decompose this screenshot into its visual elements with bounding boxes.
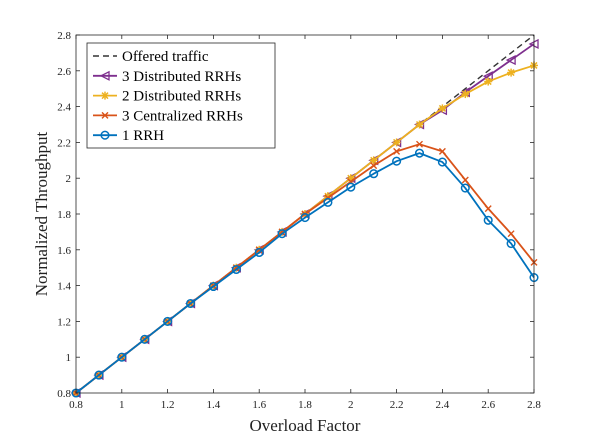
- data-point: [393, 147, 401, 155]
- data-point: [117, 352, 127, 362]
- x-stroke: [461, 176, 469, 184]
- x-tick-label: 2.2: [390, 399, 404, 411]
- data-point: [94, 370, 104, 380]
- legend-entry: 3 Centralized RRHs: [93, 108, 243, 124]
- y-tick-label: 0.8: [57, 388, 71, 400]
- data-point: [254, 247, 264, 258]
- data-point: [163, 316, 173, 326]
- data-point: [140, 334, 150, 344]
- data-point: [414, 148, 425, 158]
- data-point: [392, 138, 401, 147]
- y-tick-label: 1.2: [57, 316, 71, 328]
- data-point: [370, 162, 378, 170]
- x-stroke: [507, 230, 515, 238]
- x-stroke: [484, 205, 492, 213]
- legend-box: [86, 42, 276, 149]
- star-stroke: [370, 156, 378, 164]
- x-stroke: [393, 147, 401, 155]
- data-point: [415, 120, 424, 129]
- data-point: [460, 183, 470, 193]
- x-tick-label: 1.8: [298, 399, 312, 411]
- x-stroke: [255, 246, 263, 254]
- legend-entry: 3 Distributed RRHs: [93, 69, 241, 85]
- star-stroke: [101, 92, 109, 100]
- star-stroke: [415, 120, 424, 129]
- legend-entry: Offered traffic: [93, 49, 209, 65]
- data-point: [438, 147, 446, 155]
- x-tick-label: 0.8: [69, 399, 83, 411]
- series-layer: [70, 34, 539, 399]
- y-tick-label: 2.4: [57, 102, 71, 114]
- x-tick-label: 1.2: [161, 399, 175, 411]
- star-stroke: [438, 104, 446, 112]
- star-stroke: [393, 138, 401, 146]
- x-stroke: [438, 147, 446, 155]
- data-point: [484, 205, 492, 213]
- legend-marker: [100, 130, 110, 140]
- data-point: [437, 157, 447, 167]
- data-point: [505, 55, 516, 66]
- y-tick-label: 2.8: [57, 30, 71, 42]
- legend-marker: [101, 91, 109, 100]
- x-tick-label: 1: [119, 399, 125, 411]
- legend-marker: [101, 111, 109, 119]
- data-point: [208, 281, 218, 292]
- data-point: [461, 90, 470, 99]
- legend-label: 3 Distributed RRHs: [122, 69, 241, 85]
- x-tick-label: 1.6: [252, 399, 266, 411]
- data-point: [416, 140, 423, 148]
- data-point: [300, 213, 310, 223]
- star-stroke: [324, 192, 332, 200]
- y-axis-label: Normalized Throughput: [32, 132, 51, 297]
- data-point: [483, 215, 493, 225]
- x-tick-label: 2.6: [481, 399, 495, 411]
- y-tick-label: 2: [66, 173, 72, 185]
- legend-label: 3 Centralized RRHs: [122, 108, 243, 124]
- x-tick-label: 2: [348, 399, 354, 411]
- legend-label: Offered traffic: [122, 49, 209, 65]
- x-tick-label: 2.8: [527, 399, 541, 411]
- legend-entry: 1 RRH: [93, 128, 164, 144]
- data-point: [323, 197, 333, 207]
- data-point: [185, 298, 196, 309]
- data-point: [507, 68, 516, 77]
- data-point: [231, 264, 241, 275]
- star-stroke: [507, 69, 515, 77]
- legend-marker: [99, 70, 110, 81]
- legend-entry: 2 Distributed RRHs: [93, 89, 241, 105]
- star-stroke: [461, 90, 469, 98]
- x-stroke: [101, 111, 109, 119]
- legend-label: 1 RRH: [122, 128, 164, 144]
- x-stroke: [370, 162, 378, 170]
- y-tick-label: 2.6: [57, 66, 71, 78]
- y-tick-label: 1.8: [57, 209, 71, 221]
- axes-layer: 0.8 1 1.2 1.4 1.6 1.8 2 2.2 2.4 2.6 2.8 0.8 1 1.2 1.4 1…: [57, 30, 541, 411]
- series-5: [71, 148, 539, 398]
- data-point: [277, 229, 287, 239]
- data-point: [484, 77, 493, 86]
- data-point: [507, 230, 515, 238]
- data-point: [346, 182, 356, 192]
- data-point: [506, 238, 516, 249]
- legend: Offered traffic 3 Distributed RRHs 2 Distr…: [86, 42, 276, 149]
- y-tick-label: 1.6: [57, 245, 71, 257]
- series-line: [75, 152, 535, 394]
- y-tick-label: 1.4: [57, 281, 71, 293]
- data-point: [438, 104, 447, 113]
- x-tick-label: 2.4: [436, 399, 450, 411]
- y-tick-label: 1: [66, 352, 72, 364]
- x-stroke: [416, 140, 423, 148]
- x-axis-label: Overload Factor: [250, 416, 361, 435]
- data-point: [369, 156, 378, 165]
- star-stroke: [484, 78, 492, 86]
- data-point: [461, 176, 469, 184]
- y-tick-label: 2.2: [57, 137, 71, 149]
- data-point: [369, 169, 379, 179]
- x-tick-label: 1.4: [207, 399, 221, 411]
- data-point: [392, 156, 402, 166]
- legend-label: 2 Distributed RRHs: [122, 89, 241, 105]
